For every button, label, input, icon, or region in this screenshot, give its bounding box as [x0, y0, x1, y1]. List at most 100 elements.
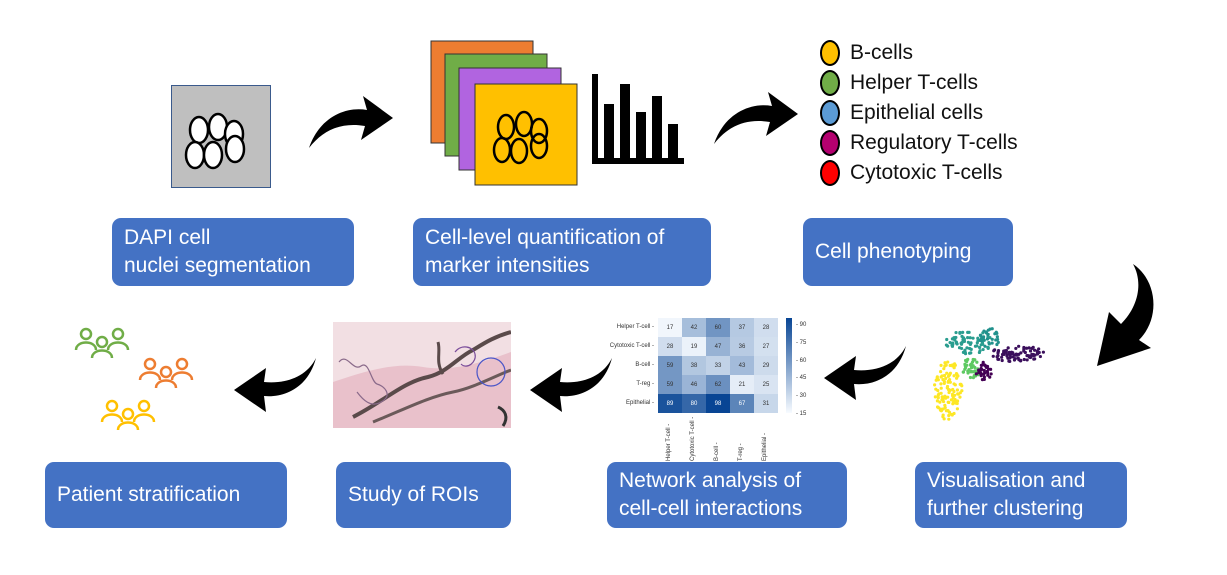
- heatmap-row-label: Epithelial -: [625, 400, 654, 406]
- patient-groups-icon: [74, 327, 194, 431]
- step-rois-box: Study of ROIs: [336, 462, 511, 528]
- umap-point: [944, 343, 949, 347]
- curved-arrow-down-icon: [1097, 264, 1154, 366]
- umap-point: [1028, 349, 1033, 353]
- umap-point: [1012, 358, 1017, 362]
- umap-point: [981, 360, 985, 364]
- umap-point: [971, 364, 975, 368]
- umap-point: [971, 336, 975, 340]
- umap-point: [939, 386, 943, 390]
- umap-point: [1014, 352, 1018, 356]
- umap-point: [981, 347, 985, 352]
- umap-point: [933, 395, 937, 399]
- curved-arrow-left-icon: [824, 346, 906, 400]
- heatmap-row-label: Helper T-cell -: [616, 324, 654, 330]
- step-quantification-box: Cell-level quantification of marker inte…: [413, 218, 711, 286]
- umap-point: [990, 337, 994, 341]
- patient-group-icon: [74, 327, 130, 359]
- umap-point: [987, 342, 991, 346]
- umap-point: [935, 376, 939, 380]
- umap-point: [989, 367, 993, 371]
- heatmap-cell: 42: [682, 318, 706, 337]
- umap-point: [950, 413, 954, 417]
- umap-point: [940, 374, 944, 378]
- umap-point: [1014, 346, 1018, 351]
- umap-point: [1032, 357, 1036, 361]
- heatmap-cell: 62: [706, 375, 730, 394]
- step-phenotyping-box: Cell phenotyping: [803, 218, 1013, 286]
- umap-point: [995, 342, 999, 347]
- heatmap-cell: 17: [658, 318, 682, 337]
- umap-point: [968, 375, 973, 380]
- umap-point: [995, 335, 999, 339]
- umap-point: [955, 401, 959, 406]
- umap-point: [959, 346, 964, 351]
- umap-point: [973, 344, 978, 348]
- heatmap-cell: 60: [706, 318, 730, 337]
- umap-point: [955, 407, 960, 411]
- umap-point: [1022, 345, 1026, 350]
- step-label: nuclei segmentation: [124, 254, 311, 277]
- umap-point: [965, 359, 969, 364]
- umap-point: [944, 376, 948, 380]
- curved-arrow-icon: [309, 96, 393, 148]
- heatmap-col-label: Helper T-cell -: [666, 423, 672, 461]
- umap-point: [961, 370, 965, 374]
- umap-point: [968, 346, 972, 351]
- legend-dot-helper-t-cells: [820, 70, 840, 96]
- umap-point: [969, 362, 973, 367]
- umap-point: [1038, 354, 1042, 359]
- umap-point: [986, 373, 990, 377]
- umap-point: [965, 346, 969, 350]
- umap-point: [948, 380, 952, 384]
- umap-point: [960, 334, 964, 338]
- step-label: Network analysis of: [619, 469, 802, 492]
- umap-point: [959, 342, 964, 346]
- umap-point: [956, 392, 960, 396]
- umap-point: [1004, 348, 1008, 353]
- umap-point: [978, 345, 982, 350]
- umap-point: [979, 374, 983, 378]
- umap-point: [969, 370, 973, 374]
- umap-point: [946, 395, 950, 399]
- umap-point: [986, 371, 990, 375]
- umap-point: [954, 341, 959, 345]
- umap-point: [945, 371, 949, 375]
- umap-point: [990, 341, 994, 345]
- umap-point: [1017, 344, 1021, 348]
- umap-point: [946, 400, 950, 404]
- umap-point: [986, 346, 990, 350]
- umap-point: [955, 388, 959, 392]
- umap-point: [975, 360, 979, 364]
- marker-layers-icon: [430, 40, 578, 186]
- umap-point: [1033, 348, 1037, 352]
- umap-point: [1030, 352, 1034, 356]
- umap-point: [1041, 350, 1045, 354]
- umap-point: [1017, 352, 1021, 356]
- umap-point: [1022, 357, 1026, 362]
- umap-point: [966, 340, 970, 344]
- umap-point: [951, 341, 955, 345]
- umap-point: [947, 377, 952, 382]
- umap-point: [982, 368, 986, 373]
- umap-point: [967, 368, 971, 372]
- umap-point: [963, 352, 968, 356]
- heatmap-col-label: Epithelial -: [762, 432, 768, 461]
- umap-point: [953, 383, 957, 387]
- heatmap-cell: 80: [682, 394, 706, 413]
- umap-point: [982, 329, 986, 333]
- umap-point: [961, 337, 965, 342]
- umap-point: [947, 388, 951, 392]
- umap-point: [941, 415, 945, 419]
- umap-point: [952, 366, 956, 370]
- umap-point: [977, 368, 981, 372]
- umap-point: [935, 405, 940, 409]
- umap-point: [945, 384, 950, 389]
- umap-point: [953, 363, 957, 367]
- umap-point: [980, 367, 984, 372]
- umap-point: [948, 372, 952, 377]
- umap-point: [1008, 359, 1012, 364]
- colorbar-tick: - 60: [796, 357, 807, 364]
- umap-point: [965, 363, 969, 367]
- bar-chart-icon: [592, 74, 684, 164]
